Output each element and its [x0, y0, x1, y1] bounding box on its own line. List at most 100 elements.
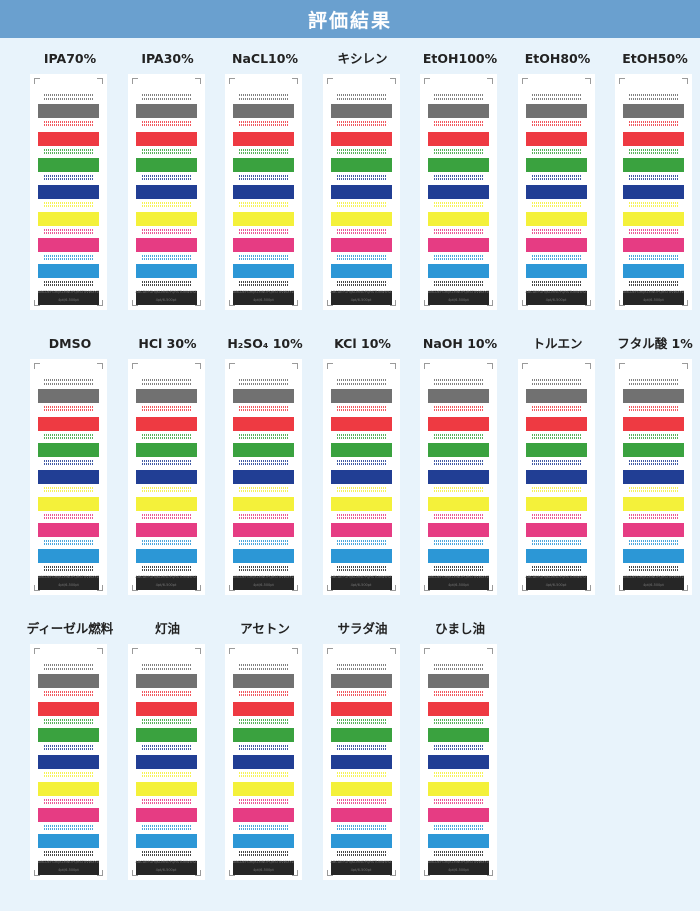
test-text-line [239, 434, 288, 436]
crop-mark [131, 300, 138, 306]
crop-mark [194, 363, 201, 369]
test-text-line [434, 719, 483, 721]
test-text-line [239, 121, 288, 123]
test-text-line [531, 258, 581, 260]
crop-mark [97, 585, 103, 591]
card-footer-code: ABCDEFGHIJKLMNOPQRSTUVWXYZ [427, 575, 490, 579]
test-text-line [629, 487, 678, 489]
crop-mark [194, 585, 201, 591]
color-bar-black [38, 576, 99, 590]
test-text-line [141, 434, 191, 436]
color-bar-black [135, 291, 197, 305]
crop-mark [34, 363, 40, 369]
sample-card: KCl 10% ABCDEFGHIJKLMNOPQRSTUVWXYZ 4pt/6-5… [313, 333, 413, 595]
test-text-line [336, 517, 386, 519]
test-text-line [434, 514, 483, 516]
test-text-line [434, 691, 483, 693]
test-text-line [141, 121, 191, 123]
test-text-line [141, 152, 191, 154]
test-text-line [629, 202, 678, 204]
test-text-line [239, 772, 288, 774]
sample-card: NaCL10% ABCDEFGHIJKLMNOPQRSTUVWXYZ 4pt/6-5… [215, 48, 315, 310]
test-text-line [629, 149, 678, 151]
card-footer-size: 4pt/6-500pt [155, 298, 177, 302]
card-footer-code: ABCDEFGHIJKLMNOPQRSTUVWXYZ [622, 575, 685, 579]
test-text-line [336, 406, 386, 408]
test-text-line [336, 124, 386, 126]
test-text-line [239, 98, 288, 100]
color-bar-blue [233, 755, 294, 769]
card-footer-code: ABCDEFGHIJKLMNOPQRSTUVWXYZ [135, 575, 197, 579]
color-bar-blue [428, 470, 489, 484]
test-text-line [336, 121, 386, 123]
test-text-line [336, 463, 386, 465]
test-print-chart: ABCDEFGHIJKLMNOPQRSTUVWXYZ 4pt/6-500pt [517, 359, 595, 595]
color-bar-yellow [623, 212, 684, 226]
test-text-line [336, 487, 386, 489]
color-bar-magenta [525, 523, 587, 537]
test-text-line [44, 543, 93, 545]
test-text-line [239, 383, 288, 385]
test-text-line [336, 694, 386, 696]
color-bar-cyan [233, 834, 294, 848]
color-bar-red [38, 132, 99, 146]
color-bar-red [135, 417, 197, 431]
test-text-line [531, 460, 581, 462]
test-text-line [44, 722, 93, 724]
crop-mark [424, 363, 430, 369]
color-bar-blue [428, 755, 489, 769]
test-text-line [239, 255, 288, 257]
color-bar-magenta [135, 808, 197, 822]
color-bar-gray [233, 104, 294, 118]
test-text-line [434, 543, 483, 545]
test-text-line [336, 854, 386, 856]
color-bar-green [38, 158, 99, 172]
crop-mark [424, 870, 430, 876]
card-footer-code: ABCDEFGHIJKLMNOPQRSTUVWXYZ [427, 860, 490, 864]
test-print-chart: ABCDEFGHIJKLMNOPQRSTUVWXYZ 4pt/6-500pt [127, 74, 205, 310]
test-text-line [239, 566, 288, 568]
test-text-line [44, 802, 93, 804]
test-text-line [239, 178, 288, 180]
test-text-line [239, 828, 288, 830]
crop-mark [682, 363, 688, 369]
sample-label: KCl 10% [334, 336, 391, 351]
card-footer-code: ABCDEFGHIJKLMNOPQRSTUVWXYZ [622, 290, 685, 294]
card-footer-size: 4pt/6-500pt [350, 868, 372, 872]
color-bar-red [525, 417, 587, 431]
test-print-chart: ABCDEFGHIJKLMNOPQRSTUVWXYZ 4pt/6-500pt [322, 359, 400, 595]
sample-label: キシレン [337, 51, 388, 66]
test-text-line [336, 152, 386, 154]
test-text-line [44, 149, 93, 151]
crop-mark [682, 78, 688, 84]
test-text-line [434, 722, 483, 724]
color-bar-blue [525, 470, 587, 484]
test-text-line [336, 255, 386, 257]
sample-card: EtOH100% ABCDEFGHIJKLMNOPQRSTUVWXYZ 4pt/6-… [410, 48, 510, 310]
test-text-line [434, 460, 483, 462]
test-text-line [44, 772, 93, 774]
color-bar-yellow [428, 212, 489, 226]
test-text-line [44, 799, 93, 801]
color-bar-blue [135, 470, 197, 484]
color-bar-red [330, 417, 392, 431]
color-bar-black [330, 291, 392, 305]
color-bar-gray [135, 389, 197, 403]
test-text-line [141, 284, 191, 286]
test-text-line [336, 178, 386, 180]
test-text-line [336, 258, 386, 260]
test-text-line [44, 175, 93, 177]
test-print-chart: ABCDEFGHIJKLMNOPQRSTUVWXYZ 4pt/6-500pt [420, 644, 497, 880]
test-print-chart: ABCDEFGHIJKLMNOPQRSTUVWXYZ 4pt/6-500pt [225, 359, 302, 595]
crop-mark [34, 870, 40, 876]
card-footer-code: ABCDEFGHIJKLMNOPQRSTUVWXYZ [37, 575, 100, 579]
test-text-line [336, 719, 386, 721]
color-bar-magenta [38, 238, 99, 252]
color-bar-cyan [525, 549, 587, 563]
test-text-line [336, 490, 386, 492]
test-text-line [629, 284, 678, 286]
test-text-line [531, 149, 581, 151]
test-text-line [434, 772, 483, 774]
test-text-line [434, 98, 483, 100]
test-text-line [531, 517, 581, 519]
